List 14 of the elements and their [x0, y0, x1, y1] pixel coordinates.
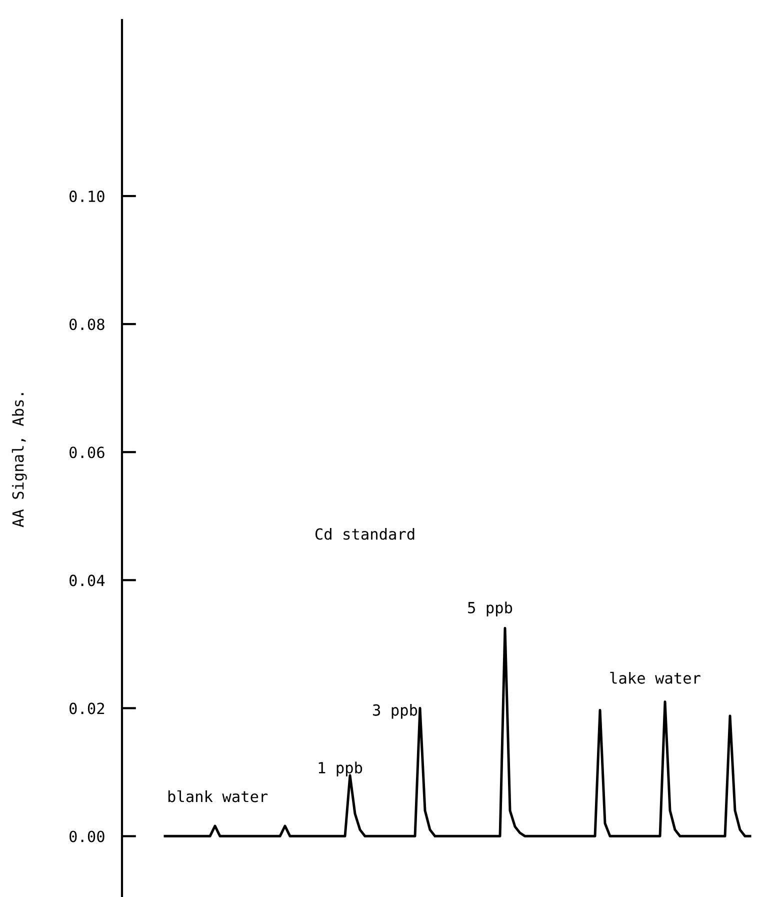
y-tick-label: 0.02: [70, 702, 104, 714]
y-tick-label: 0.08: [70, 318, 104, 330]
annotation: 3 ppb: [373, 704, 418, 719]
y-tick-label: 0.10: [70, 190, 104, 202]
annotation: blank water: [168, 790, 268, 802]
y-tick-label: 0.00: [70, 830, 104, 842]
annotation: Cd standard: [315, 528, 414, 540]
annotation: lake water: [610, 672, 700, 684]
annotation: 1 ppb: [318, 762, 362, 776]
annotation: 5 ppb: [468, 602, 512, 616]
y-axis-title: AA Signal, Abs.: [12, 393, 27, 528]
line-series: [164, 626, 752, 838]
y-tick-label: 0.06: [70, 446, 104, 458]
y-tick-label: 0.04: [70, 574, 105, 586]
